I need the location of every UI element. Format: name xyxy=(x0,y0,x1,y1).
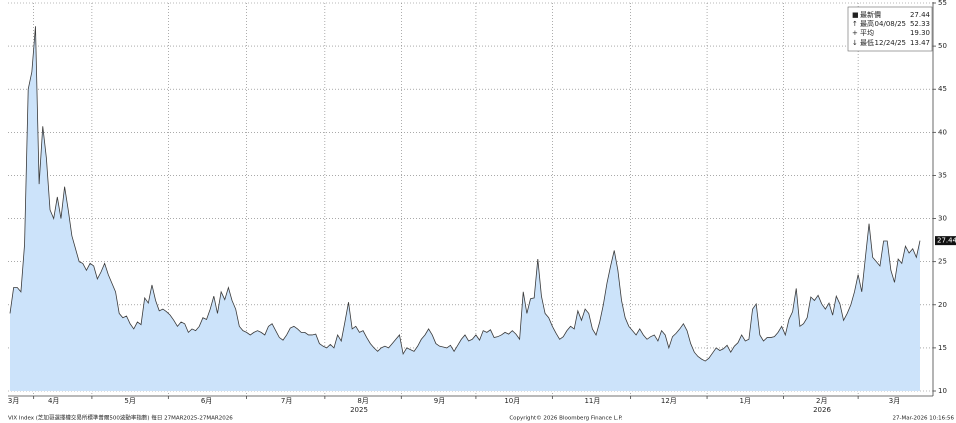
legend-icon: ↑ xyxy=(852,20,858,28)
plot xyxy=(9,26,921,392)
x-tick-label: 3月 xyxy=(8,397,19,405)
legend-value: 27.44 xyxy=(910,11,931,19)
legend-icon: + xyxy=(852,29,858,37)
y-tick-label: 50 xyxy=(938,42,947,50)
area xyxy=(10,26,920,392)
legend-name: 最新價 xyxy=(860,10,881,19)
year-label: 2026 xyxy=(813,406,831,414)
x-tick-label: 12月 xyxy=(661,397,677,405)
x-tick-label: 9月 xyxy=(434,397,445,405)
y-tick-label: 55 xyxy=(938,0,947,7)
axes: 10 15 20 25 30 35 40 45 50 55 3月 4月 5月 6月 7月 8月 9月 10月 11月… xyxy=(8,0,956,405)
legend-name: 平均 xyxy=(860,28,874,37)
x-tick-label: 2月 xyxy=(816,397,827,405)
y-tick-label: 35 xyxy=(938,171,947,179)
timestamp: 27-Mar-2026 10:16:56 xyxy=(893,416,955,422)
x-tick-label: 3月 xyxy=(889,397,900,405)
x-tick-label: 4月 xyxy=(48,397,59,405)
legend-date: 04/08/25 xyxy=(875,20,906,28)
y-tick-label: 45 xyxy=(938,85,947,93)
x-tick-label: 5月 xyxy=(124,397,135,405)
last-value-badge xyxy=(935,236,956,246)
legend-box xyxy=(847,6,933,52)
legend: ■ ↑ + ↓ 最新價 最高 平均 最低 04/08/25 12/24/25 2… xyxy=(847,6,933,52)
y-tick-label: 40 xyxy=(938,128,947,136)
y-tick-label: 25 xyxy=(938,258,947,266)
legend-date: 12/24/25 xyxy=(875,39,906,47)
last-value-label: 27.44 xyxy=(937,237,956,245)
legend-value: 19.30 xyxy=(910,29,930,37)
x-tick-label: 11月 xyxy=(584,397,600,405)
x-tick-label: 1月 xyxy=(740,397,751,405)
copyright: Copyright© 2026 Bloomberg Finance L.P. xyxy=(509,415,623,422)
line xyxy=(9,26,921,362)
y-tick-label: 30 xyxy=(938,215,947,223)
x-tick-label: 6月 xyxy=(201,397,212,405)
year-label: 2025 xyxy=(350,406,368,414)
y-tick-label: 20 xyxy=(938,301,947,309)
source: VIX Index (芝加哥選擇權交易所標準普爾500波動率指數) 每日 27M… xyxy=(8,414,233,422)
legend-name: 最高 xyxy=(860,19,874,28)
legend-icon: ↓ xyxy=(852,39,858,47)
legend-icon: ■ xyxy=(852,11,859,19)
x-tick-label: 10月 xyxy=(504,397,520,405)
y-tick-label: 15 xyxy=(938,344,947,352)
legend-name: 最低 xyxy=(860,38,874,47)
legend-value: 13.47 xyxy=(910,39,930,47)
x-tick-label: 8月 xyxy=(357,397,368,405)
x-tick-label: 7月 xyxy=(281,397,292,405)
legend-value: 52.33 xyxy=(910,20,930,28)
y-tick-label: 10 xyxy=(938,387,947,395)
